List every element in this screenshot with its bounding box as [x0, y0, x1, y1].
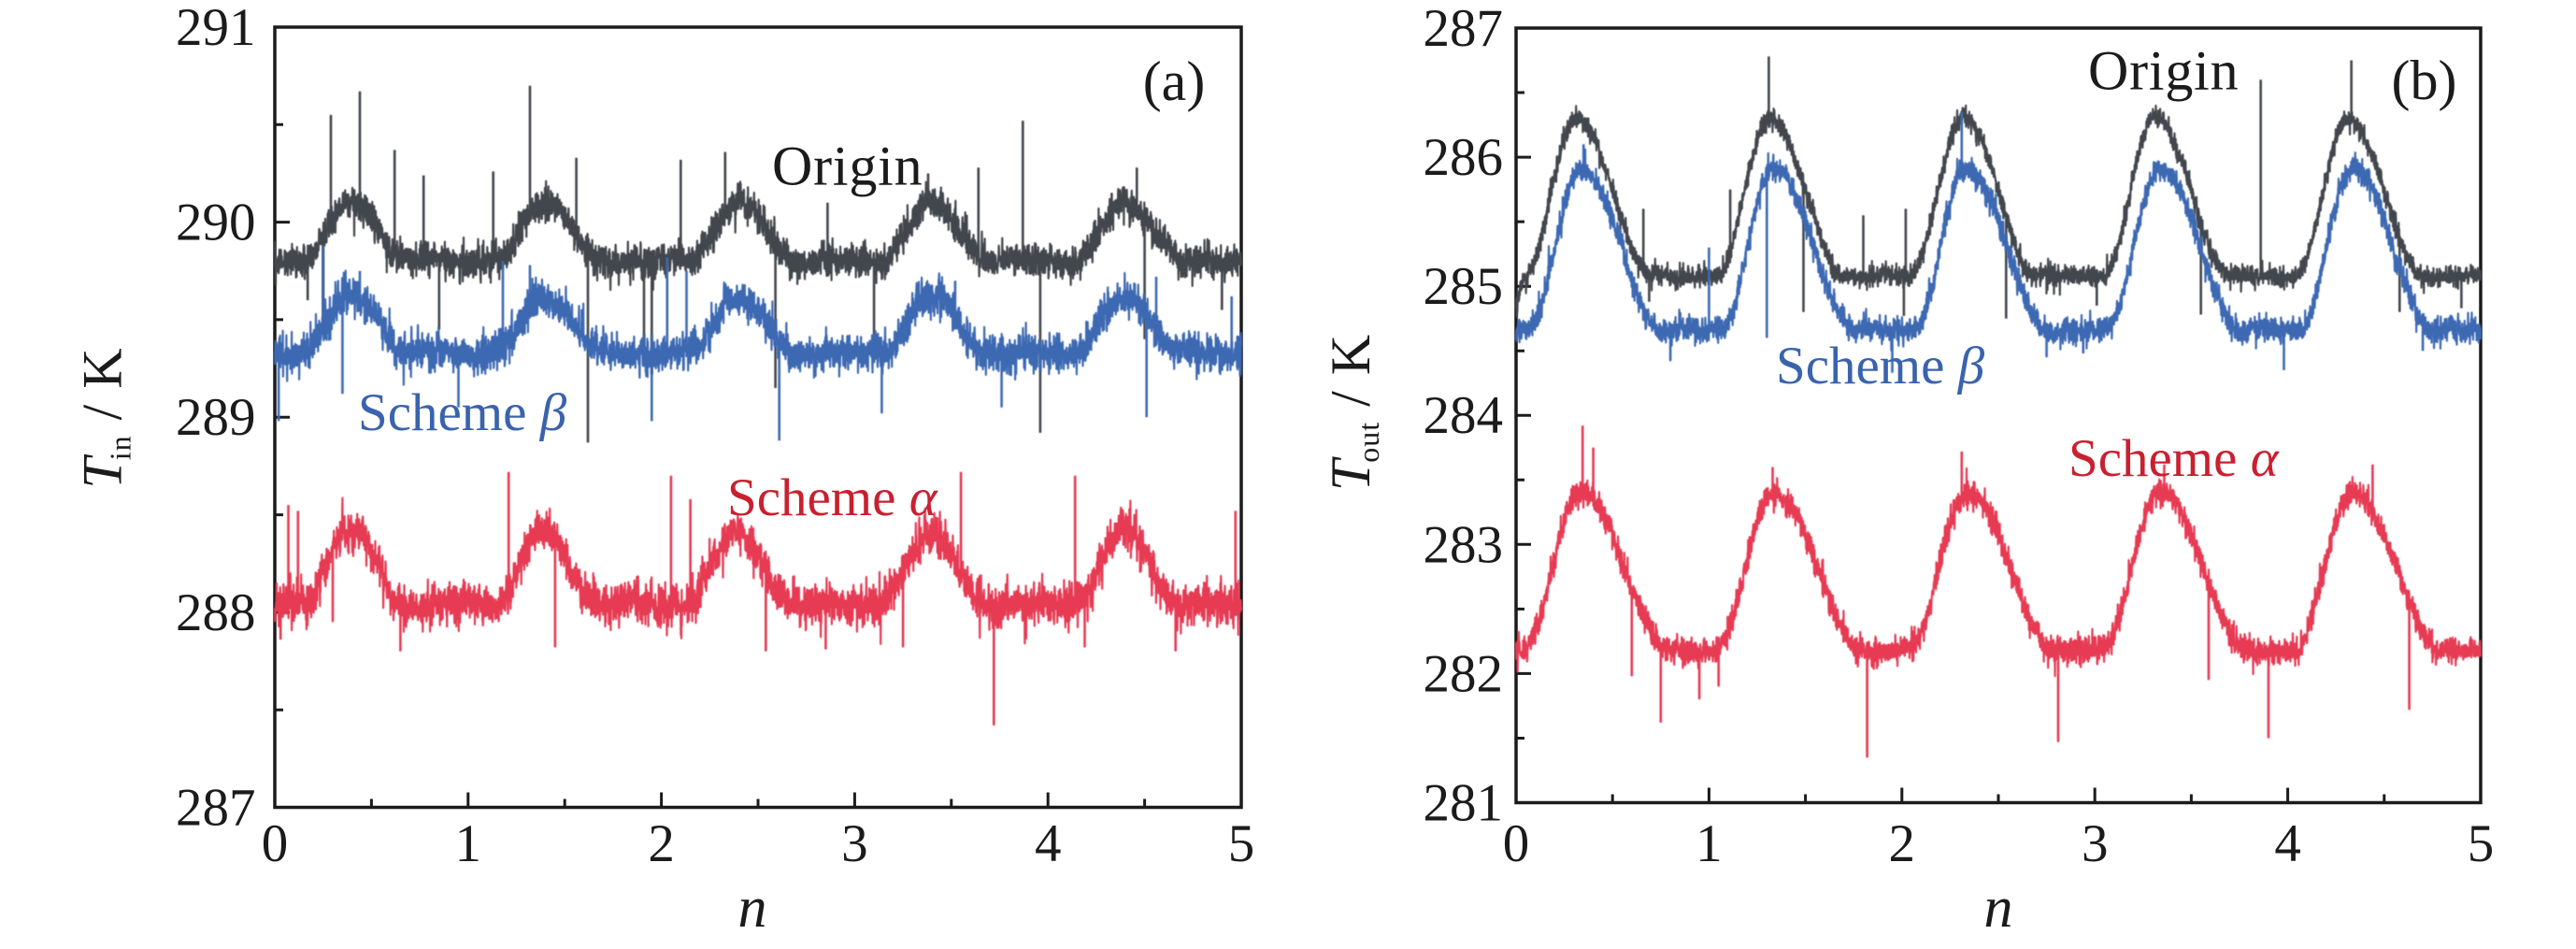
svg-text:Origin: Origin	[2088, 40, 2239, 102]
svg-text:4: 4	[1035, 814, 1062, 873]
svg-text:0: 0	[1503, 814, 1530, 873]
svg-text:286: 286	[1424, 128, 1504, 187]
svg-text:0: 0	[262, 814, 289, 873]
svg-text:3: 3	[841, 814, 868, 873]
svg-text:Origin: Origin	[772, 136, 923, 197]
svg-text:4: 4	[2274, 814, 2301, 873]
svg-text:2: 2	[648, 814, 675, 873]
svg-text:1: 1	[1696, 814, 1723, 873]
svg-text:5: 5	[2468, 814, 2495, 873]
svg-text:Scheme β: Scheme β	[1776, 337, 1985, 395]
svg-text:5: 5	[1228, 814, 1255, 873]
svg-text:287: 287	[176, 779, 256, 838]
svg-text:283: 283	[1424, 515, 1504, 574]
svg-text:284: 284	[1424, 386, 1504, 445]
svg-text:n: n	[738, 876, 767, 940]
svg-text:Tout / K: Tout / K	[1320, 334, 1385, 491]
svg-text:289: 289	[176, 388, 256, 447]
svg-text:290: 290	[176, 194, 256, 252]
svg-text:Scheme α: Scheme α	[727, 468, 938, 527]
svg-text:281: 281	[1424, 774, 1504, 833]
svg-text:3: 3	[2082, 814, 2109, 873]
svg-text:(a): (a)	[1143, 50, 1206, 112]
svg-text:1: 1	[455, 814, 482, 873]
svg-text:Scheme α: Scheme α	[2068, 429, 2280, 488]
svg-text:285: 285	[1424, 257, 1504, 316]
svg-text:288: 288	[176, 583, 256, 642]
svg-text:(b): (b)	[2392, 50, 2457, 111]
svg-text:Scheme β: Scheme β	[358, 383, 567, 442]
svg-text:291: 291	[176, 0, 256, 57]
svg-text:n: n	[1984, 876, 2013, 940]
svg-text:2: 2	[1889, 814, 1916, 873]
svg-text:287: 287	[1424, 0, 1504, 58]
svg-text:282: 282	[1424, 644, 1504, 703]
svg-text:Tin / K: Tin / K	[72, 347, 137, 488]
